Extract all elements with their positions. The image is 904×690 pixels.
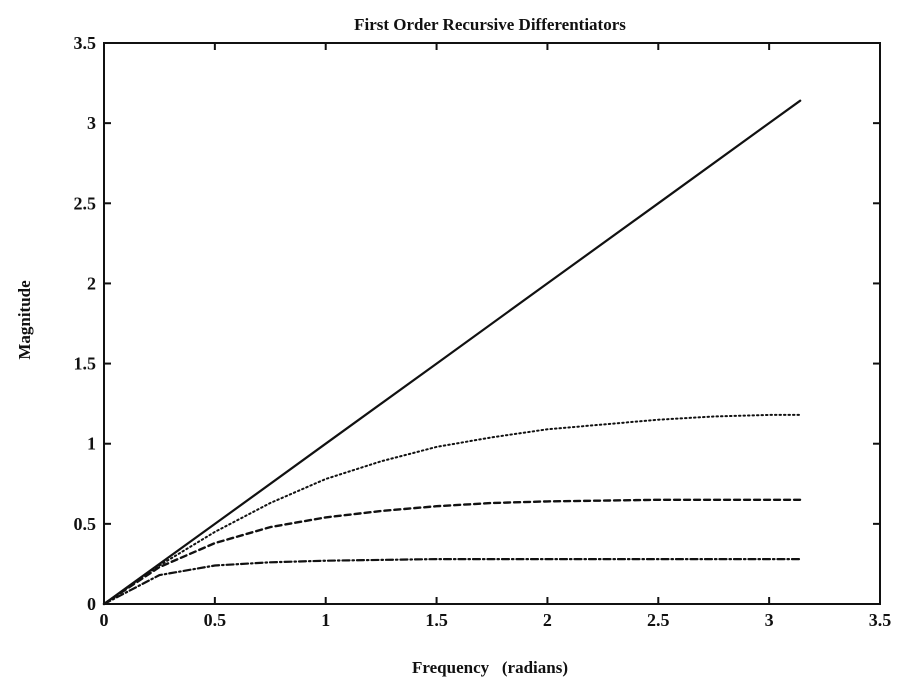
y-tick-label: 1.5 bbox=[74, 354, 97, 374]
x-tick-label: 3.5 bbox=[869, 610, 892, 630]
plot-area: 0 0.5 1 1.5 2 2.5 3 3.5 0 0.5 1 1.5 2 2.5 3 3.5 bbox=[74, 33, 892, 630]
x-tick-label: 2 bbox=[543, 610, 552, 630]
y-tick-label: 2.5 bbox=[74, 193, 97, 213]
y-tick-label: 3 bbox=[87, 113, 96, 133]
y-tick-label: 1 bbox=[87, 434, 96, 454]
x-tick-label: 1 bbox=[321, 610, 330, 630]
x-tick-label: 0.5 bbox=[204, 610, 227, 630]
y-tick-label: 3.5 bbox=[74, 33, 97, 53]
x-axis: 0 0.5 1 1.5 2 2.5 3 3.5 bbox=[100, 43, 892, 630]
x-tick-label: 1.5 bbox=[425, 610, 448, 630]
y-tick-label: 2 bbox=[87, 273, 96, 293]
series-group bbox=[102, 99, 802, 606]
chart-title: First Order Recursive Differentiators bbox=[354, 15, 626, 34]
series-line-dashed bbox=[102, 498, 802, 606]
x-tick-label: 0 bbox=[100, 610, 109, 630]
series-line-dotted bbox=[103, 413, 802, 605]
y-tick-label: 0.5 bbox=[74, 514, 97, 534]
plot-frame bbox=[103, 42, 881, 605]
x-axis-label: Frequency (radians) bbox=[412, 658, 568, 677]
series-line-solid bbox=[102, 99, 802, 606]
y-axis-label: Magnitude bbox=[15, 280, 34, 360]
x-tick-label: 3 bbox=[765, 610, 774, 630]
x-tick-label: 2.5 bbox=[647, 610, 670, 630]
y-tick-label: 0 bbox=[87, 594, 96, 614]
series-line-dashdot bbox=[102, 557, 802, 606]
y-axis: 0 0.5 1 1.5 2 2.5 3 3.5 bbox=[74, 33, 880, 614]
